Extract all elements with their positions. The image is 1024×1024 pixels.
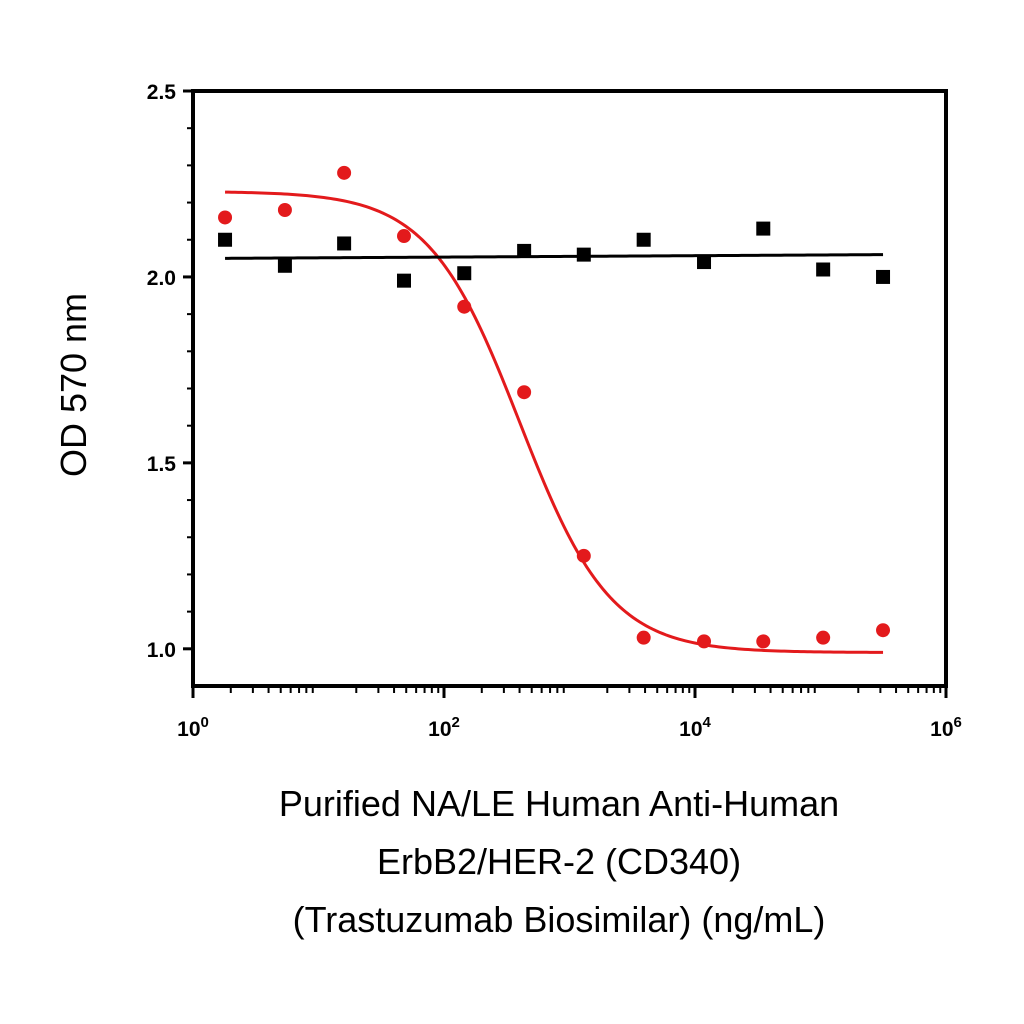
data-point <box>576 548 591 563</box>
x-axis-title-line-1: Purified NA/LE Human Anti-Human <box>279 783 839 824</box>
data-point <box>517 243 532 258</box>
plot-border <box>191 89 948 688</box>
data-point <box>337 236 352 251</box>
data-point <box>756 634 771 649</box>
data-point <box>218 232 233 247</box>
data-point <box>876 269 891 284</box>
data-point <box>277 203 292 217</box>
data-point <box>816 630 831 645</box>
data-point <box>816 262 831 277</box>
data-point <box>517 385 532 400</box>
fit-curve-0 <box>225 190 884 654</box>
data-point <box>457 266 472 281</box>
data-point <box>636 630 651 645</box>
data-point <box>576 247 591 262</box>
fit-curve-1 <box>225 253 884 260</box>
data-point <box>337 165 352 180</box>
data-point <box>756 221 771 236</box>
data-point <box>697 634 712 649</box>
y-axis: 1.0 1.5 2.0 2.5 <box>147 81 193 662</box>
data-point <box>697 255 712 270</box>
y-tick-label: 2.0 <box>147 267 176 290</box>
x-axis-title-line-3: (Trastuzumab Biosimilar) (ng/mL) <box>293 899 826 940</box>
x-axis-title-line-2: ErbB2/HER-2 (CD340) <box>377 841 741 882</box>
y-tick-label: 1.5 <box>147 453 177 476</box>
data-point <box>396 273 411 288</box>
x-tick-label: 102 <box>428 714 460 741</box>
x-tick-label: 100 <box>177 714 209 741</box>
y-tick-label: 1.0 <box>147 639 176 662</box>
plot-frame <box>191 89 948 688</box>
data-point <box>396 229 411 244</box>
y-tick-label: 2.5 <box>147 81 177 104</box>
x-axis: 100 102 104 106 <box>177 686 962 741</box>
data-point <box>218 210 233 225</box>
y-axis-title: OD 570 nm <box>53 293 94 477</box>
data-point <box>277 258 292 273</box>
data-point <box>636 232 651 247</box>
data-point <box>876 623 891 638</box>
x-axis-title: Purified NA/LE Human Anti-Human ErbB2/HE… <box>279 783 839 940</box>
data-point <box>457 299 472 314</box>
x-tick-label: 104 <box>679 714 711 741</box>
data-points <box>218 165 891 649</box>
x-tick-label: 106 <box>930 714 962 741</box>
fit-lines <box>225 190 884 654</box>
